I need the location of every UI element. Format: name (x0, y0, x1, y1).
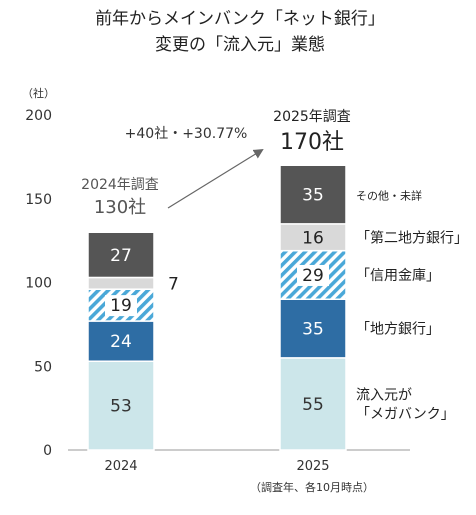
x-tick-label-2025: 2025 (296, 459, 329, 474)
legend: 流入元が「メガバンク」 「地方銀行」「信用金庫」 「第二地方銀行」その他・未詳 (356, 189, 468, 423)
y-tick-label-0: 0 (43, 443, 52, 459)
y-tick-label-50: 50 (34, 359, 52, 375)
y-tick-label-150: 150 (25, 192, 52, 208)
value-label-bg-2024-2 (105, 295, 137, 317)
value-label-2025-1: 35 (302, 320, 324, 340)
total-value-2025: 170社 (280, 130, 344, 155)
bar-segment-2025-1 (279, 298, 347, 359)
legend-label-2: 「信用金庫」 (356, 267, 440, 284)
value-label-2024-1: 24 (110, 332, 132, 352)
value-label-2024-2: 19 (110, 296, 132, 316)
x-tick-label-2024: 2024 (104, 459, 137, 474)
bar-stacks: 53 24 19 7 27 55 35 29 16 35 (87, 164, 347, 451)
y-tick-label-100: 100 (25, 276, 52, 292)
value-label-2025-3: 16 (302, 228, 324, 248)
bar-segment-2024-4 (87, 231, 155, 279)
legend-label-4: その他・未詳 (356, 189, 422, 203)
legend-label-1: 「地方銀行」 (356, 322, 440, 338)
total-label-2024: 2024年調査 (81, 177, 159, 193)
y-tick-label-200: 200 (25, 108, 52, 124)
value-label-2025-2: 29 (302, 266, 324, 286)
value-label-2025-0: 55 (302, 395, 324, 415)
value-label-2025-4: 35 (302, 186, 324, 206)
y-axis: 0 50 100 150 200 (25, 108, 52, 459)
x-axis-labels: 2024 2025 (104, 459, 329, 474)
legend-label-3: 「第二地方銀行」 (356, 229, 468, 246)
bar-segment-2025-4 (279, 164, 347, 225)
value-label-2024-0: 53 (110, 397, 132, 417)
chart-title-line-1: 前年からメインバンク「ネット銀行」 (95, 9, 385, 29)
bar-segment-2024-3 (87, 276, 155, 290)
value-label-2024-4: 27 (110, 246, 132, 266)
bar-segment-2024-1 (87, 320, 155, 362)
footnote: （調査年、各10月時点） (250, 480, 374, 494)
total-label-2025: 2025年調査 (273, 109, 351, 125)
value-label-bg-2025-2 (297, 264, 329, 286)
total-value-2024: 130社 (94, 197, 146, 218)
growth-arrow (167, 148, 264, 209)
chart-title-line-2: 変更の「流入元」業態 (155, 35, 325, 55)
bar-segment-2025-0 (279, 357, 347, 451)
bar-segment-2024-0 (87, 360, 155, 451)
legend-label-0: 流入元が「メガバンク」 (356, 387, 455, 422)
change-label: +40社・+30.77% (125, 126, 248, 142)
y-axis-unit-label: （社） (22, 86, 55, 100)
value-label-2024-3: 7 (168, 274, 179, 294)
